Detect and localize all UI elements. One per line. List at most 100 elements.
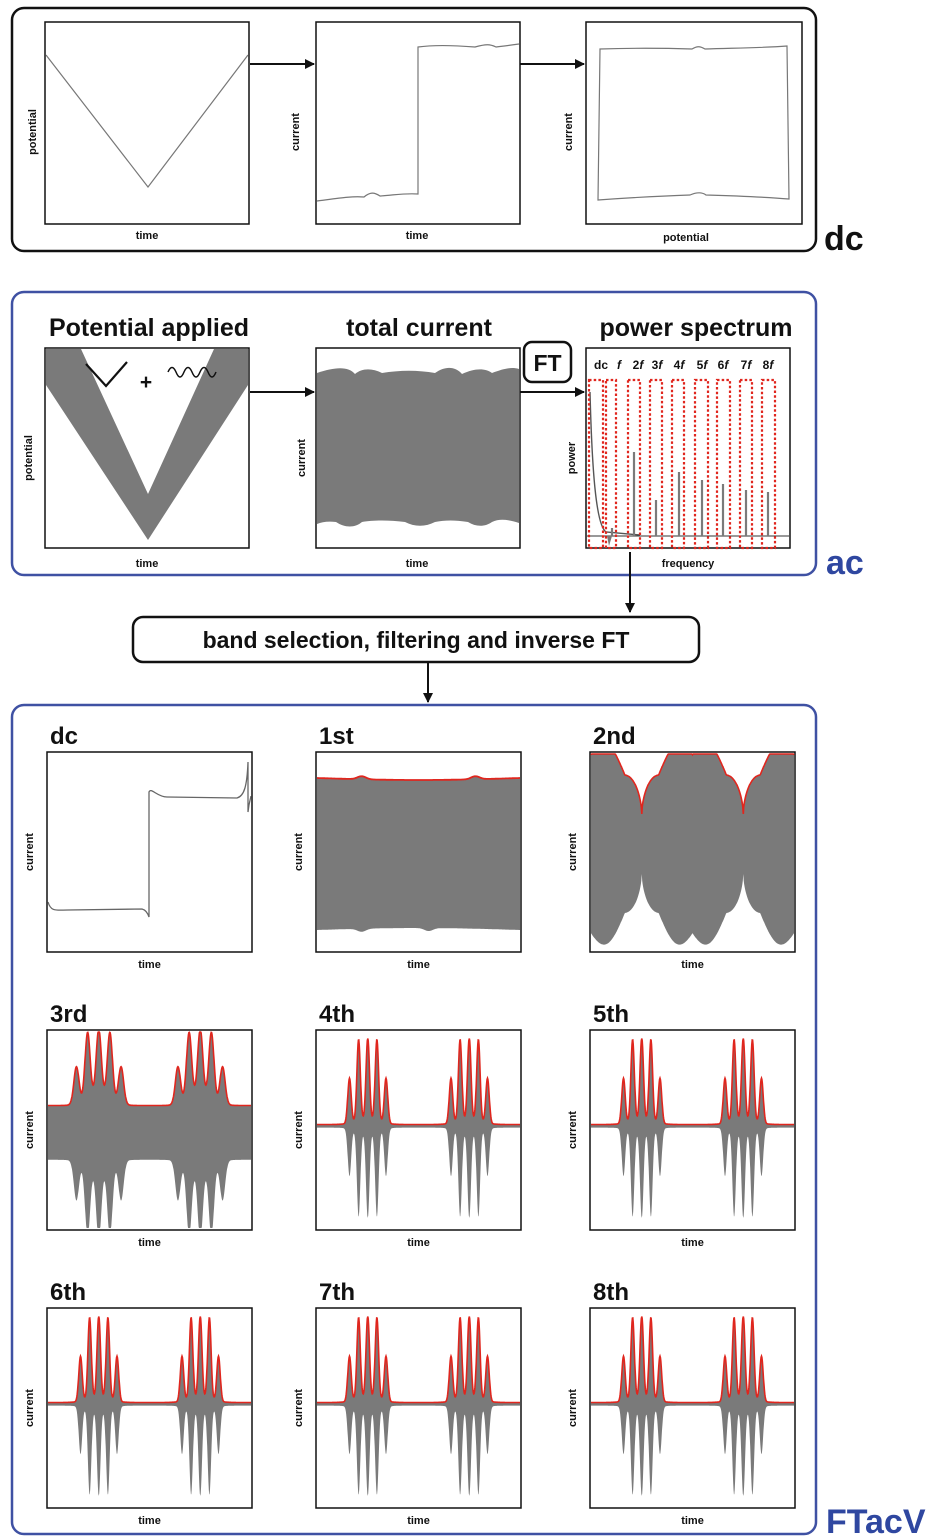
spectrum-content	[587, 378, 789, 550]
y-axis-label: current	[290, 113, 302, 151]
cv-trace	[597, 45, 790, 201]
band-selection-window	[693, 378, 710, 550]
harmonic-panel-4th: 4th time current	[293, 1001, 522, 1249]
band-label: 8f	[763, 358, 775, 372]
harmonic-band	[317, 1038, 520, 1218]
panel-title: total current	[346, 314, 493, 342]
dc-harmonic-trace	[47, 761, 252, 918]
dc-section: dc time potential time current potential…	[10, 6, 864, 258]
panel-title: Potential applied	[49, 314, 249, 342]
dc-current-time-panel: time current	[290, 21, 521, 242]
ac-section-label: ac	[826, 544, 864, 582]
band-label: 3f	[652, 358, 664, 372]
ftacv-section-label: FTacV	[826, 1503, 926, 1539]
band-label: 7f	[741, 358, 753, 372]
triangle-inset-icon	[85, 361, 128, 388]
panel-title: 5th	[593, 1001, 629, 1028]
x-axis-label: time	[681, 1515, 704, 1527]
band-label: 2f	[633, 358, 645, 372]
y-axis-label: power	[566, 441, 578, 474]
band-selection-label: band selection, filtering and inverse FT	[203, 627, 630, 653]
harmonic-envelope	[591, 1316, 794, 1404]
y-axis-label: current	[24, 1111, 36, 1149]
y-axis-label: current	[567, 1111, 579, 1149]
x-axis-label: time	[681, 1237, 704, 1249]
ac-potential-panel: Potential applied + time potential	[23, 314, 250, 570]
dc-cv-panel: potential current	[563, 21, 803, 244]
band-selection-window	[715, 378, 732, 550]
band-selection-window	[670, 378, 686, 550]
harmonic-band	[48, 1316, 251, 1496]
panel-title: 8th	[593, 1279, 629, 1306]
plot-frame	[585, 21, 803, 225]
harmonic-band	[591, 1038, 794, 1218]
first-harmonic-envelope	[317, 775, 520, 781]
harmonic-envelope	[317, 1038, 520, 1126]
panel-title: power spectrum	[599, 314, 792, 342]
first-harmonic-band	[317, 776, 520, 932]
panel-title: 3rd	[50, 1001, 87, 1028]
harmonic-panel-6th: 6th time current	[24, 1279, 253, 1527]
band-label: f	[617, 358, 622, 372]
harmonic-panel-7th: 7th time current	[293, 1279, 522, 1527]
y-axis-label: current	[567, 833, 579, 871]
sine-inset-icon	[167, 366, 217, 378]
panel-title: 6th	[50, 1279, 86, 1306]
ac-power-spectrum-panel: power spectrum dc f 2f 3f 4f 5f 6f 7f 8f frequen…	[566, 314, 793, 570]
x-axis-label: time	[681, 959, 704, 971]
ft-box	[522, 340, 573, 384]
band-label: 5f	[697, 358, 709, 372]
band-selection-window	[648, 378, 664, 550]
potential-band	[46, 349, 248, 540]
dc-section-label: dc	[824, 220, 864, 258]
harmonic-envelope	[48, 1031, 251, 1107]
panel-title: 2nd	[593, 723, 636, 750]
y-axis-label: current	[563, 113, 575, 151]
panel-title: dc	[50, 723, 78, 750]
band-selection-window	[738, 378, 754, 550]
y-axis-label: current	[24, 833, 36, 871]
x-axis-label: time	[407, 1237, 430, 1249]
x-axis-label: time	[407, 959, 430, 971]
x-axis-label: potential	[663, 232, 709, 244]
harmonic-envelope	[590, 753, 795, 815]
dc-peak-marker	[607, 536, 612, 546]
y-axis-label: current	[293, 1389, 305, 1427]
band-label: 6f	[718, 358, 730, 372]
harmonic-panel-3rd: 3rd time current	[24, 1001, 253, 1249]
band-selection-window	[760, 378, 777, 550]
x-axis-label: time	[136, 230, 159, 242]
ac-total-current-panel: total current time current	[296, 314, 521, 570]
current-trace	[316, 43, 520, 202]
band-selection-window	[626, 378, 642, 550]
harmonic-band	[48, 1032, 251, 1228]
panel-title: 1st	[319, 723, 354, 750]
x-axis-label: time	[406, 558, 429, 570]
x-axis-label: time	[136, 558, 159, 570]
y-axis-label: potential	[27, 109, 39, 155]
x-axis-label: time	[406, 230, 429, 242]
band-selection-window	[604, 378, 618, 550]
band-selection-box	[131, 615, 701, 664]
x-axis-label: time	[138, 959, 161, 971]
dc-peak	[589, 391, 641, 536]
y-axis-label: potential	[23, 435, 35, 481]
ftacv-frame	[10, 703, 818, 1536]
harmonic-band	[317, 1316, 520, 1496]
harmonic-panel-1st: 1st time current	[293, 723, 522, 971]
harmonic-panel-2nd: 2nd time current	[567, 723, 796, 971]
band-label: dc	[594, 358, 608, 372]
harmonic-band	[591, 1316, 794, 1496]
x-axis-label: time	[138, 1237, 161, 1249]
dc-potential-panel: time potential	[27, 21, 250, 242]
band-label: 4f	[674, 358, 686, 372]
harmonic-envelope	[317, 1316, 520, 1404]
y-axis-label: current	[293, 1111, 305, 1149]
band-selection-window	[587, 378, 605, 550]
ft-box-label: FT	[533, 350, 561, 376]
current-band	[317, 367, 519, 527]
x-axis-label: time	[407, 1515, 430, 1527]
harmonic-panel-dc: dc time current	[24, 723, 253, 971]
ac-section: ac Potential applied + time potential to…	[10, 290, 864, 582]
panel-title: 4th	[319, 1001, 355, 1028]
